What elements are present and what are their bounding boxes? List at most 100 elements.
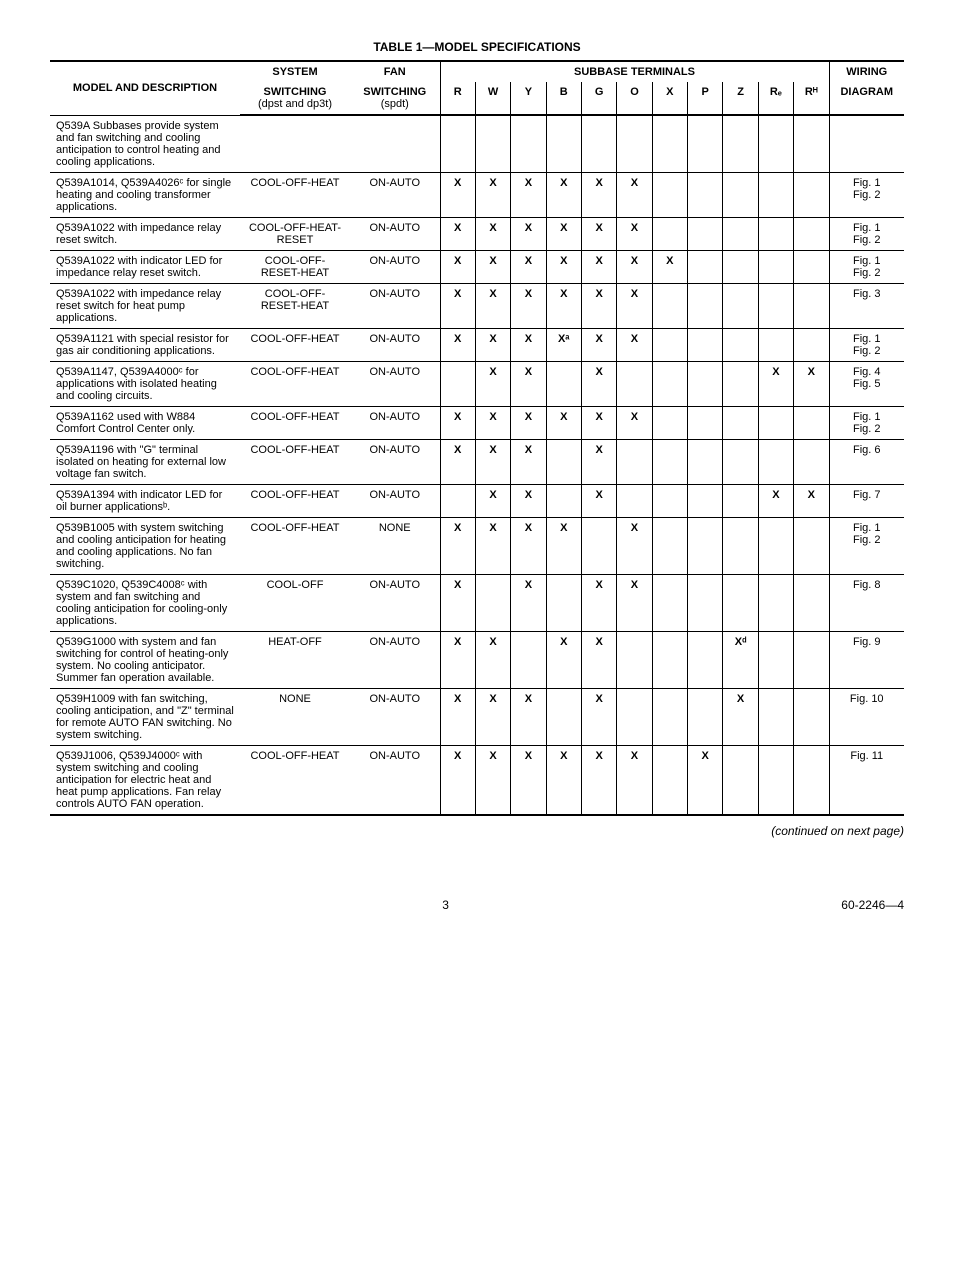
header-system-mid: SWITCHING (dpst and dp3t) — [240, 82, 350, 115]
terminal-cell — [723, 406, 758, 439]
terminal-cell: X — [546, 217, 581, 250]
terminal-cell — [617, 484, 652, 517]
terminal-cell — [758, 517, 793, 574]
terminal-cell — [758, 745, 793, 815]
terminal-cell: X — [440, 745, 475, 815]
terminal-cell: X — [511, 328, 546, 361]
model-cell: Q539A1147, Q539A4000ᶜ for applications w… — [50, 361, 240, 406]
terminal-cell — [688, 361, 723, 406]
table-row: Q539A1162 used with W884 Comfort Control… — [50, 406, 904, 439]
terminal-cell — [546, 361, 581, 406]
terminal-cell: X — [440, 328, 475, 361]
terminal-cell: X — [617, 217, 652, 250]
terminal-cell: X — [511, 745, 546, 815]
header-model: MODEL AND DESCRIPTION — [50, 61, 240, 115]
system-cell: COOL-OFF-HEAT — [240, 172, 350, 217]
wiring-cell: Fig. 1Fig. 2 — [829, 406, 904, 439]
table-row: Q539G1000 with system and fan switching … — [50, 631, 904, 688]
terminal-cell — [794, 574, 829, 631]
terminal-cell: X — [440, 688, 475, 745]
system-cell: COOL-OFF-HEAT — [240, 745, 350, 815]
terminal-cell — [688, 439, 723, 484]
terminal-cell — [758, 283, 793, 328]
header-fan-mid: SWITCHING (spdt) — [350, 82, 440, 115]
terminal-cell — [758, 172, 793, 217]
terminal-cell: X — [617, 283, 652, 328]
wiring-cell: Fig. 11 — [829, 745, 904, 815]
fan-cell: ON-AUTO — [350, 361, 440, 406]
wiring-cell: Fig. 8 — [829, 574, 904, 631]
terminal-cell — [652, 217, 687, 250]
term-head: X — [652, 82, 687, 115]
terminal-cell — [652, 172, 687, 217]
terminal-cell: X — [511, 361, 546, 406]
terminal-cell: X — [581, 217, 616, 250]
terminal-cell: X — [617, 745, 652, 815]
terminal-cell — [617, 361, 652, 406]
terminal-cell: X — [440, 439, 475, 484]
fan-cell: ON-AUTO — [350, 217, 440, 250]
wiring-cell: Fig. 1Fig. 2 — [829, 250, 904, 283]
terminal-cell: X — [475, 745, 510, 815]
terminal-cell — [794, 217, 829, 250]
system-cell: COOL-OFF-RESET-HEAT — [240, 283, 350, 328]
terminal-cell: X — [475, 688, 510, 745]
fan-cell: ON-AUTO — [350, 745, 440, 815]
table-row: Q539J1006, Q539J4000ᶜ with system switch… — [50, 745, 904, 815]
terminal-cell: X — [475, 283, 510, 328]
fan-cell: ON-AUTO — [350, 484, 440, 517]
terminal-cell — [688, 172, 723, 217]
terminal-cell — [758, 406, 793, 439]
terminal-cell — [511, 631, 546, 688]
model-cell: Q539A1022 with impedance relay reset swi… — [50, 283, 240, 328]
terminal-cell — [758, 250, 793, 283]
model-cell: Q539A1394 with indicator LED for oil bur… — [50, 484, 240, 517]
terminal-cell: X — [546, 631, 581, 688]
terminal-cell — [794, 328, 829, 361]
terminal-cell — [652, 574, 687, 631]
terminal-cell — [723, 517, 758, 574]
table-row: Q539H1009 with fan switching, cooling an… — [50, 688, 904, 745]
model-cell: Q539A1196 with "G" terminal isolated on … — [50, 439, 240, 484]
terminal-cell: X — [758, 361, 793, 406]
terminal-cell — [617, 115, 652, 172]
terminal-cell: X — [652, 250, 687, 283]
terminal-cell — [652, 631, 687, 688]
terminal-cell — [723, 283, 758, 328]
wiring-cell: Fig. 6 — [829, 439, 904, 484]
terminal-cell: X — [617, 574, 652, 631]
terminal-cell — [794, 172, 829, 217]
header-fan-top: FAN — [350, 61, 440, 82]
system-cell: COOL-OFF-HEAT-RESET — [240, 217, 350, 250]
terminal-cell — [617, 688, 652, 745]
terminal-cell: X — [440, 517, 475, 574]
terminal-cell — [794, 283, 829, 328]
system-cell: COOL-OFF-HEAT — [240, 517, 350, 574]
terminal-cell: X — [581, 745, 616, 815]
terminal-cell: X — [475, 631, 510, 688]
terminal-cell: X — [617, 517, 652, 574]
system-cell: NONE — [240, 688, 350, 745]
terminal-cell — [723, 217, 758, 250]
terminal-cell — [475, 115, 510, 172]
terminal-cell — [581, 115, 616, 172]
terminal-cell — [723, 745, 758, 815]
system-cell: COOL-OFF-HEAT — [240, 439, 350, 484]
terminal-cell: X — [758, 484, 793, 517]
table-row: Q539A1394 with indicator LED for oil bur… — [50, 484, 904, 517]
terminal-cell: X — [546, 406, 581, 439]
terminal-cell: X — [581, 439, 616, 484]
terminal-cell: X — [546, 745, 581, 815]
terminal-cell — [652, 439, 687, 484]
terminal-cell: X — [511, 250, 546, 283]
terminal-cell — [652, 745, 687, 815]
terminal-cell — [723, 574, 758, 631]
terminal-cell: X — [688, 745, 723, 815]
fan-cell: ON-AUTO — [350, 688, 440, 745]
terminal-cell: X — [475, 406, 510, 439]
terminal-cell — [652, 688, 687, 745]
terminal-cell — [688, 406, 723, 439]
header-system-top: SYSTEM — [240, 61, 350, 82]
terminal-cell — [688, 517, 723, 574]
terminal-cell — [688, 217, 723, 250]
